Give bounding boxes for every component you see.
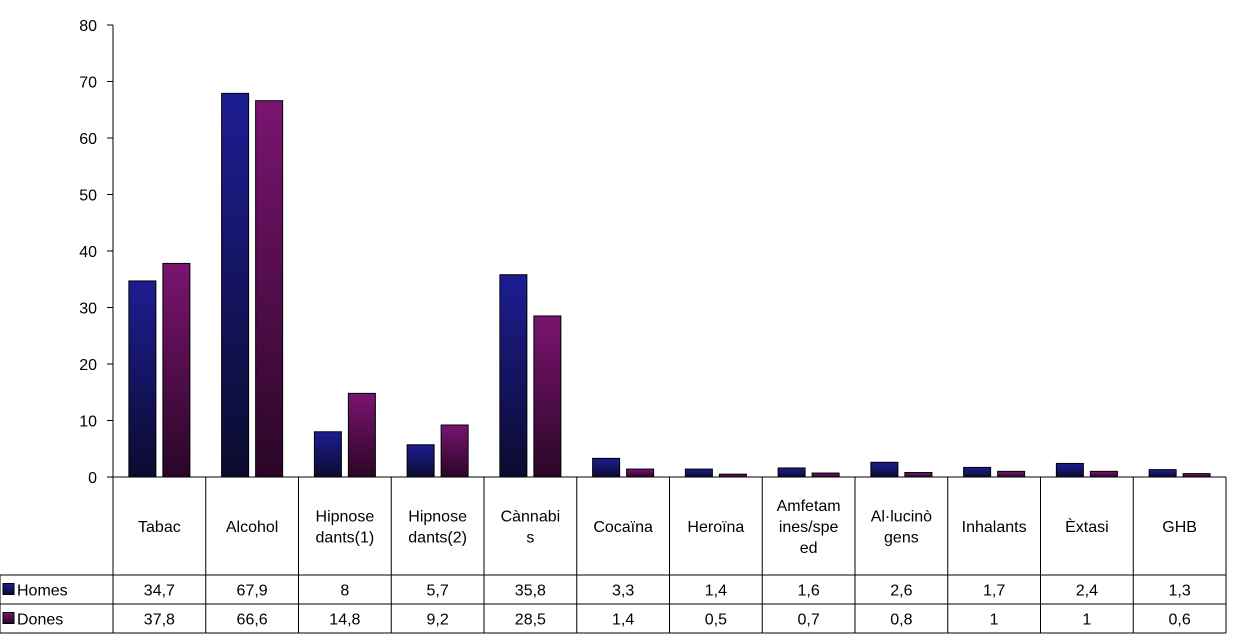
category-label-line: Hipnose bbox=[316, 509, 375, 526]
bar-dones bbox=[163, 263, 190, 477]
bar-homes bbox=[685, 469, 712, 477]
category-label: Alcohol bbox=[226, 519, 278, 536]
bar-homes bbox=[778, 468, 805, 477]
data-label: 1,4 bbox=[612, 612, 634, 629]
y-tick-label: 80 bbox=[79, 18, 97, 35]
bar-homes bbox=[593, 458, 620, 477]
bar-dones bbox=[812, 473, 839, 477]
data-label: 1,3 bbox=[1169, 583, 1191, 600]
data-label: 0,7 bbox=[798, 612, 820, 629]
legend-key-dones bbox=[3, 613, 14, 624]
data-label: 1 bbox=[1082, 612, 1091, 629]
category-label-line: s bbox=[526, 530, 534, 547]
category-label-line: Èxtasi bbox=[1065, 517, 1109, 536]
category-label-line: gens bbox=[884, 530, 919, 547]
data-label: 0,5 bbox=[705, 612, 727, 629]
bar-homes bbox=[1149, 470, 1176, 477]
y-tick-label: 50 bbox=[79, 188, 97, 205]
legend-key-homes bbox=[3, 584, 14, 595]
y-tick-label: 70 bbox=[79, 75, 97, 92]
category-label: Al·lucinò gens bbox=[871, 509, 932, 547]
category-label-line: ines/spe bbox=[779, 519, 839, 536]
data-label: 14,8 bbox=[329, 612, 360, 629]
category-label-line: ed bbox=[800, 540, 818, 557]
data-label: 0,8 bbox=[890, 612, 912, 629]
legend-label: Homes bbox=[17, 583, 68, 600]
y-tick-label: 10 bbox=[79, 414, 97, 431]
data-label: 28,5 bbox=[515, 612, 546, 629]
y-axis: 0 10 20 30 40 50 60 70 80 bbox=[79, 18, 113, 487]
category-label-line: Cànnabi bbox=[501, 509, 561, 526]
category-label: Èxtasi bbox=[1065, 517, 1109, 536]
bar-homes bbox=[964, 467, 991, 477]
category-label: Cocaïna bbox=[593, 519, 653, 536]
data-label: 1,4 bbox=[705, 583, 727, 600]
y-tick-label: 60 bbox=[79, 131, 97, 148]
category-label: Cànnabi s bbox=[501, 509, 561, 547]
data-label: 5,7 bbox=[427, 583, 449, 600]
data-label: 37,8 bbox=[144, 612, 175, 629]
bar-homes bbox=[314, 432, 341, 477]
category-label-line: Alcohol bbox=[226, 519, 278, 536]
legend-label: Dones bbox=[17, 612, 63, 629]
bar-homes bbox=[500, 275, 527, 477]
bar-dones bbox=[905, 472, 932, 477]
bar-homes bbox=[871, 462, 898, 477]
data-label: 3,3 bbox=[612, 583, 634, 600]
y-tick-label: 20 bbox=[79, 357, 97, 374]
category-label-line: dants(1) bbox=[316, 530, 375, 547]
category-label-line: Heroïna bbox=[687, 519, 744, 536]
category-label-line: Al·lucinò bbox=[871, 509, 932, 526]
y-tick-label: 30 bbox=[79, 301, 97, 318]
category-label-line: GHB bbox=[1162, 519, 1197, 536]
data-label: 66,6 bbox=[237, 612, 268, 629]
category-label-line: Cocaïna bbox=[593, 519, 653, 536]
bar-dones bbox=[441, 425, 468, 477]
bar-homes bbox=[129, 281, 156, 477]
bar-dones bbox=[348, 393, 375, 477]
category-label: Hipnose dants(2) bbox=[408, 509, 467, 547]
bar-dones bbox=[256, 101, 283, 477]
bar-dones bbox=[534, 316, 561, 477]
data-label: 34,7 bbox=[144, 583, 175, 600]
category-label-line: dants(2) bbox=[408, 530, 467, 547]
bar-homes bbox=[407, 445, 434, 477]
bar-homes bbox=[1056, 463, 1083, 477]
category-label: Tabac bbox=[138, 519, 181, 536]
data-label: 2,6 bbox=[890, 583, 912, 600]
y-tick-label: 0 bbox=[88, 470, 97, 487]
data-table: Tabac Alcohol Hipnose dants(1) Hipnose dants(… bbox=[0, 477, 1226, 633]
data-label: 67,9 bbox=[237, 583, 268, 600]
bars-layer bbox=[129, 93, 1210, 477]
data-label: 1 bbox=[990, 612, 999, 629]
category-label: Hipnose dants(1) bbox=[316, 509, 375, 547]
data-label: 2,4 bbox=[1076, 583, 1098, 600]
data-label: 8 bbox=[340, 583, 349, 600]
category-label: GHB bbox=[1162, 519, 1197, 536]
bar-dones bbox=[627, 469, 654, 477]
data-label: 35,8 bbox=[515, 583, 546, 600]
data-label: 1,6 bbox=[798, 583, 820, 600]
category-label: Heroïna bbox=[687, 519, 744, 536]
category-label: Amfetam ines/spe ed bbox=[777, 498, 841, 557]
category-label-line: Inhalants bbox=[962, 519, 1027, 536]
category-label: Inhalants bbox=[962, 519, 1027, 536]
bar-dones bbox=[998, 471, 1025, 477]
category-label-line: Hipnose bbox=[408, 509, 467, 526]
data-label: 9,2 bbox=[427, 612, 449, 629]
bar-dones bbox=[1183, 474, 1210, 477]
data-label: 1,7 bbox=[983, 583, 1005, 600]
bar-homes bbox=[222, 93, 249, 477]
category-label-line: Amfetam bbox=[777, 498, 841, 515]
category-label-line: Tabac bbox=[138, 519, 181, 536]
y-tick-label: 40 bbox=[79, 244, 97, 261]
bar-dones bbox=[1090, 471, 1117, 477]
data-label: 0,6 bbox=[1169, 612, 1191, 629]
